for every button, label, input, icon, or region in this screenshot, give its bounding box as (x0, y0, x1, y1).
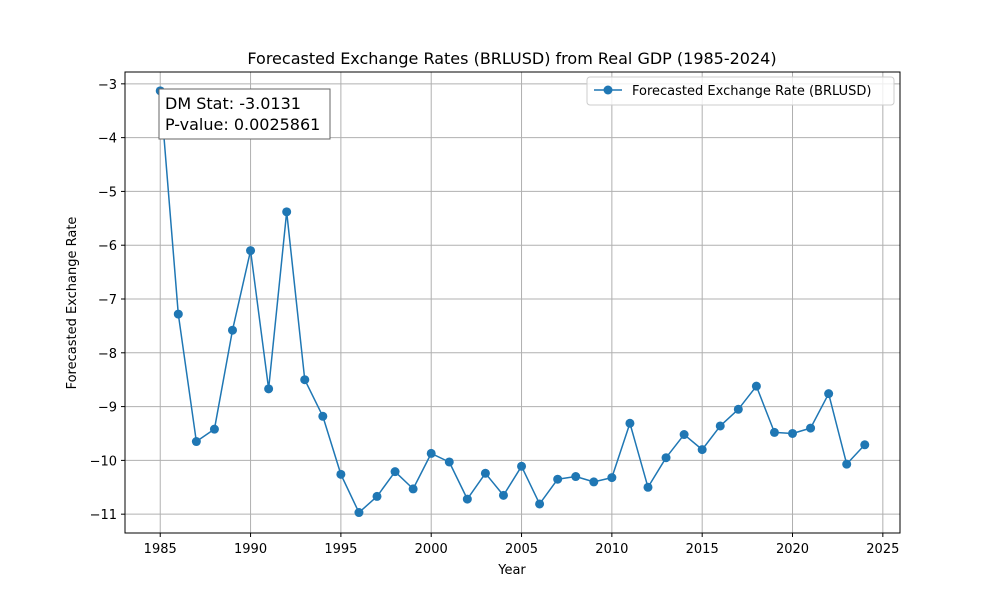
y-tick-label: −11 (90, 508, 117, 523)
x-tick-label: 2025 (866, 542, 899, 557)
x-tick-label: 2010 (595, 542, 628, 557)
data-point (318, 411, 328, 421)
series-line (159, 90, 866, 514)
x-tick-label: 1985 (144, 542, 177, 557)
chart-title: Forecasted Exchange Rates (BRLUSD) from … (247, 49, 776, 68)
y-tick-label: −10 (90, 454, 117, 469)
data-point (282, 207, 292, 217)
data-point (173, 309, 183, 319)
x-tick-label: 2005 (505, 542, 538, 557)
legend-label: Forecasted Exchange Rate (BRLUSD) (632, 84, 871, 99)
legend: Forecasted Exchange Rate (BRLUSD) (586, 76, 895, 106)
x-tick-label: 2020 (776, 542, 809, 557)
data-point (498, 490, 508, 500)
stats-annotation: DM Stat: -3.0131 P-value: 0.0025861 (158, 88, 331, 140)
x-tick-label: 1990 (234, 542, 267, 557)
x-tick-label: 2000 (415, 542, 448, 557)
y-axis-label: Forecasted Exchange Rate (65, 217, 80, 390)
data-point (806, 423, 816, 433)
data-point (390, 467, 400, 477)
y-tick-label: −3 (98, 78, 117, 93)
data-point (444, 457, 454, 467)
axes: 1985 1990 1995 2000 2005 2010 2015 2020 2025 −11 −… (90, 71, 901, 557)
x-tick-label: 1995 (324, 542, 357, 557)
data-point (300, 375, 310, 385)
data-point (517, 461, 527, 471)
data-point (462, 494, 472, 504)
data-point (788, 428, 798, 438)
data-point (227, 325, 237, 335)
data-point (661, 453, 671, 463)
data-point (354, 508, 364, 518)
y-tick-label: −8 (98, 347, 117, 362)
data-point (842, 459, 852, 469)
data-point (697, 445, 707, 455)
annotation-box (158, 88, 331, 140)
legend-frame (586, 76, 895, 106)
data-point (372, 491, 382, 501)
y-tick-label: −9 (98, 401, 117, 416)
data-point (209, 424, 219, 434)
data-point (679, 430, 689, 440)
data-point (535, 499, 545, 509)
legend-marker-swatch (603, 85, 613, 95)
data-point (480, 468, 490, 478)
data-point (625, 418, 635, 428)
grid (125, 72, 900, 533)
series-layer (155, 86, 870, 518)
data-point (264, 384, 274, 394)
data-point (246, 246, 256, 256)
data-point (715, 421, 725, 431)
plot-frame (124, 71, 901, 534)
data-point (860, 440, 870, 450)
y-tick-label: −4 (98, 132, 117, 147)
annotation-p-value: P-value: 0.0025861 (165, 115, 320, 134)
data-point (571, 472, 581, 482)
y-tick-label: −5 (98, 185, 117, 200)
x-tick-label: 2015 (686, 542, 719, 557)
data-point (751, 381, 761, 391)
data-point (769, 427, 779, 437)
data-point (336, 469, 346, 479)
data-point (643, 482, 653, 492)
annotation-dm-stat: DM Stat: -3.0131 (165, 94, 301, 113)
y-tick-label: −6 (98, 239, 117, 254)
data-point (733, 404, 743, 414)
x-axis-label: Year (497, 563, 526, 578)
data-point (191, 437, 201, 447)
data-point (824, 389, 834, 399)
data-point (607, 473, 617, 483)
data-point (553, 474, 563, 484)
data-point (426, 448, 436, 458)
y-tick-label: −7 (98, 293, 117, 308)
data-point (408, 484, 418, 494)
data-point (589, 477, 599, 487)
